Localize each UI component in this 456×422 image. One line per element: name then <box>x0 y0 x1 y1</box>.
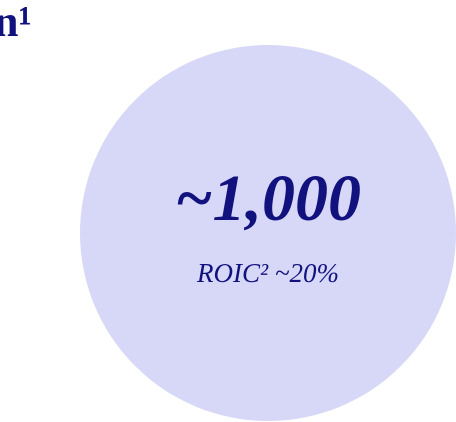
highlight-circle <box>80 45 456 421</box>
note: ROIC² ~20% <box>196 258 339 288</box>
big-value: ~1,000 <box>175 162 361 235</box>
heading: n¹ <box>0 0 32 46</box>
